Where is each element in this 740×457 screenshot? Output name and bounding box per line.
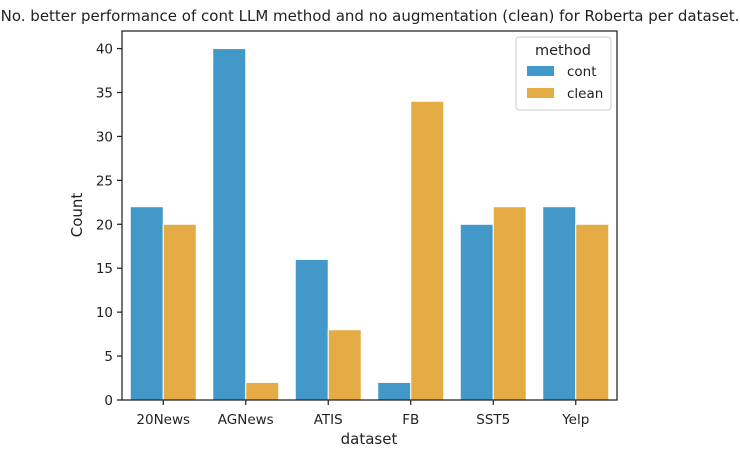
legend-label-clean: clean (567, 86, 603, 102)
y-tick-label-30: 30 (96, 129, 113, 145)
y-tick-label-15: 15 (96, 261, 113, 277)
chart-title: No. better performance of cont LLM metho… (1, 7, 740, 25)
legend-title: method (535, 43, 591, 59)
legend-swatch-clean (527, 88, 554, 98)
bar-clean-agnews (245, 381, 280, 401)
legend-swatch-cont (527, 66, 554, 76)
axes-frame (121, 30, 618, 401)
x-tick-label-yelp: Yelp (561, 412, 589, 428)
x-axis-label: dataset (341, 430, 398, 448)
y-tick-label-35: 35 (96, 86, 113, 102)
y-tick-label-10: 10 (96, 305, 113, 321)
bar-clean-20news (162, 223, 197, 401)
x-tick-label-atis: ATIS (314, 412, 343, 428)
bar-cont-20news (129, 206, 164, 401)
bar-cont-sst5 (459, 223, 494, 401)
bar-cont-agnews (212, 48, 247, 401)
y-tick-label-25: 25 (96, 173, 113, 189)
y-tick-label-0: 0 (104, 393, 113, 409)
bar-clean-atis (327, 329, 362, 401)
y-tick-label-20: 20 (96, 217, 113, 233)
legend: method cont clean (515, 36, 612, 111)
x-tick-label-20news: 20News (136, 412, 190, 428)
bar-cont-atis (294, 258, 329, 401)
y-axis-label: Count (68, 193, 86, 238)
x-tick-label-fb: FB (402, 412, 419, 428)
bar-clean-fb (410, 100, 445, 401)
bar-clean-sst5 (492, 206, 527, 401)
bar-cont-fb (377, 381, 412, 401)
bar-clean-yelp (575, 223, 610, 401)
x-tick-label-agnews: AGNews (218, 412, 274, 428)
plot-area: 0 5 10 15 20 25 30 35 40 20News AGNews ATIS FB SST5 Ye… (96, 30, 618, 428)
bar-cont-yelp (542, 206, 577, 401)
legend-label-cont: cont (567, 64, 597, 80)
y-tick-label-40: 40 (96, 42, 113, 58)
y-tick-label-5: 5 (104, 349, 113, 365)
x-tick-label-sst5: SST5 (476, 412, 510, 428)
